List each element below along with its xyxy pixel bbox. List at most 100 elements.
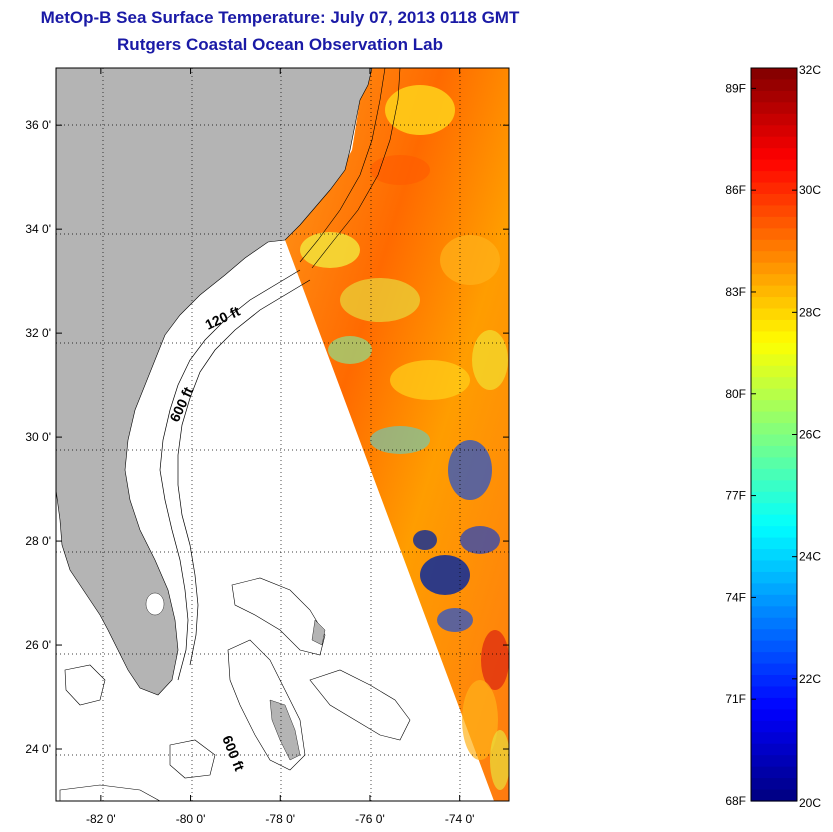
colorbar-segment (751, 193, 797, 207)
colorbar-segment (751, 560, 797, 573)
longitude-ticks: -82 0' -80 0' -78 0' -76 0' -74 0' (86, 68, 474, 826)
fahrenheit-tick-label: 74F (725, 590, 746, 604)
colorbar-segment (751, 686, 797, 699)
colorbar-segment (751, 388, 797, 401)
colorbar-segment (751, 159, 797, 172)
colorbar-segment (751, 491, 797, 504)
colorbar-segment (751, 629, 797, 642)
colorbar-segment (751, 571, 797, 584)
colorbar-segment (751, 319, 797, 333)
colorbar-segment (751, 342, 797, 355)
fahrenheit-tick-label: 77F (725, 489, 746, 503)
colorbar: 32C 30C 28C 26C 24C 22C 20C 89F 86F 83F 80F 77F 74F 7… (725, 63, 821, 810)
colorbar-segment (751, 79, 797, 92)
map-frame (55, 67, 510, 802)
colorbar-segment (751, 239, 797, 252)
colorbar-segment (751, 216, 797, 229)
colorbar-segment (751, 720, 797, 733)
lat-tick-label: 36 0' (25, 118, 51, 132)
colorbar-segment (751, 663, 797, 676)
colorbar-segment (751, 606, 797, 619)
colorbar-segment (751, 434, 797, 447)
colorbar-segment (751, 68, 797, 81)
colorbar-segment (751, 308, 797, 321)
colorbar-segment (751, 766, 797, 779)
colorbar-segment (751, 251, 797, 264)
colorbar-segment (751, 148, 797, 161)
celsius-tick-label: 20C (799, 796, 821, 810)
fahrenheit-tick-label: 71F (725, 692, 746, 706)
lon-tick-label: -76 0' (355, 812, 385, 826)
colorbar-segment (751, 90, 797, 103)
colorbar-segment (751, 640, 797, 653)
colorbar-segment (751, 331, 797, 344)
fahrenheit-tick-label: 89F (725, 81, 746, 95)
celsius-tick-label: 32C (799, 63, 821, 77)
sst-patches (300, 85, 509, 790)
colorbar-segment (751, 274, 797, 287)
colorbar-segment (751, 205, 797, 218)
colorbar-segment (751, 171, 797, 184)
celsius-tick-label: 28C (799, 305, 821, 319)
map-subtitle: Rutgers Coastal Ocean Observation Lab (117, 35, 443, 54)
lon-tick-label: -82 0' (86, 812, 116, 826)
contour-coast-north (299, 68, 386, 263)
colorbar-segment (751, 789, 797, 802)
colorbar-segment (751, 377, 797, 390)
colorbar-segment (751, 537, 797, 550)
lon-tick-label: -74 0' (445, 812, 475, 826)
colorbar-segment (751, 617, 797, 630)
bahamas (59, 577, 411, 801)
fahrenheit-tick-label: 83F (725, 285, 746, 299)
colorbar-segment (751, 480, 797, 493)
contour-600ft (177, 279, 311, 666)
colorbar-segment (751, 297, 797, 310)
celsius-tick-label: 26C (799, 428, 821, 442)
colorbar-segment (751, 503, 797, 516)
fahrenheit-tick-label: 86F (725, 183, 746, 197)
colorbar-segment (751, 285, 797, 298)
colorbar-segment (751, 526, 797, 539)
colorbar-segment (751, 755, 797, 768)
colorbar-segment (751, 652, 797, 665)
colorbar-segment (751, 262, 797, 275)
lat-tick-label: 28 0' (25, 534, 51, 548)
colorbar-segment (751, 411, 797, 424)
colorbar-segment (751, 445, 797, 459)
lon-tick-label: -80 0' (176, 812, 206, 826)
colorbar-segment (751, 697, 797, 710)
fahrenheit-tick-label: 80F (725, 387, 746, 401)
lon-tick-label: -78 0' (265, 812, 295, 826)
colorbar-segment (751, 228, 797, 241)
map-title: MetOp-B Sea Surface Temperature: July 07… (40, 8, 520, 27)
colorbar-segment (751, 102, 797, 115)
lat-tick-label: 24 0' (25, 742, 51, 756)
colorbar-segment (751, 514, 797, 527)
colorbar-segment (751, 732, 797, 745)
bahamas-land (269, 619, 326, 761)
lat-tick-label: 30 0' (25, 430, 51, 444)
colorbar-segment (751, 675, 797, 688)
colorbar-segment (751, 365, 797, 378)
colorbar-segment (751, 400, 797, 413)
celsius-tick-label: 30C (799, 183, 821, 197)
colorbar-segment (751, 583, 797, 596)
lat-tick-label: 32 0' (25, 326, 51, 340)
land-mainland (56, 68, 373, 696)
colorbar-segment (751, 778, 797, 791)
latitude-ticks: 24 0' 26 0' 28 0' 30 0' 32 0' 34 0' 36 0' (25, 118, 509, 756)
contour-120ft (159, 269, 301, 681)
colorbar-segment (751, 113, 797, 126)
colorbar-segment (751, 354, 797, 367)
colorbar-segment (751, 594, 797, 607)
colorbar-segment (751, 125, 797, 138)
celsius-tick-label: 22C (799, 672, 821, 686)
celsius-tick-label: 24C (799, 550, 821, 564)
lake-okeechobee (145, 592, 165, 616)
contour-coast-north-2 (311, 68, 401, 269)
fahrenheit-tick-label: 68F (725, 794, 746, 808)
colorbar-segment (751, 549, 797, 562)
lat-tick-label: 34 0' (25, 222, 51, 236)
colorbar-segment (751, 136, 797, 149)
